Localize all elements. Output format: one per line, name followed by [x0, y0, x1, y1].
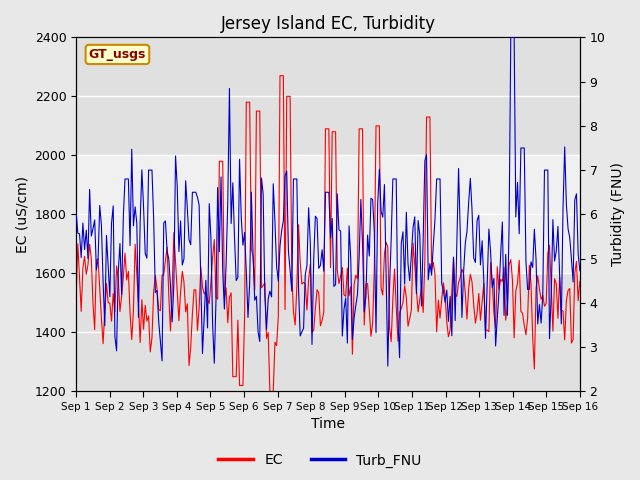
Y-axis label: Turbidity (FNU): Turbidity (FNU)	[611, 162, 625, 266]
Bar	[76, 156, 580, 274]
Title: Jersey Island EC, Turbidity: Jersey Island EC, Turbidity	[221, 15, 435, 33]
Text: GT_usgs: GT_usgs	[89, 48, 146, 61]
Bar	[76, 37, 580, 156]
Y-axis label: EC (uS/cm): EC (uS/cm)	[15, 176, 29, 253]
Bar	[76, 274, 580, 391]
Legend: EC, Turb_FNU: EC, Turb_FNU	[213, 448, 427, 473]
X-axis label: Time: Time	[311, 418, 345, 432]
